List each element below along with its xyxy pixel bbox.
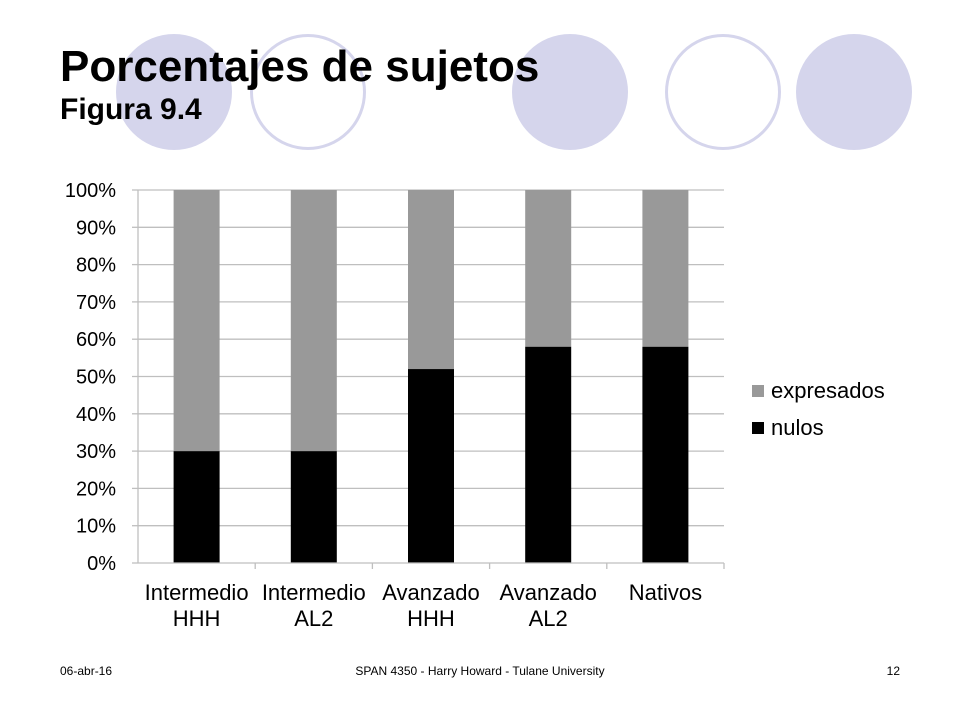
bar-segment-nulos [408,369,454,563]
y-tick-label: 70% [76,292,116,314]
title-block: Porcentajes de sujetos Figura 9.4 [60,42,539,128]
bar-segment-nulos [525,346,572,563]
x-tick-label: AL2 [529,606,568,631]
bar-segment-nulos [290,451,337,563]
y-tick-label: 100% [65,180,116,202]
axes [132,189,725,569]
bar-segment-nulos [642,346,689,563]
x-tick-label: Avanzado [382,580,479,605]
decor-circle [250,34,366,150]
legend-swatch-expresados [752,385,764,397]
x-tick-label: HHH [173,606,221,631]
decor-circle [796,34,912,150]
legend-label-expresados: expresados [771,378,885,403]
bar-segment-expresados [290,190,337,452]
footer-page-number: 12 [886,664,900,678]
footer-date: 06-abr-16 [60,664,113,678]
x-tick-label: Nativos [629,580,702,605]
y-tick-label: 40% [76,404,116,426]
bar-segment-expresados [525,190,572,347]
bar-segment-nulos [173,451,220,563]
y-tick-label: 0% [87,553,116,575]
bar-segment-expresados [408,190,454,370]
y-tick-label: 50% [76,367,116,389]
y-tick-label: 20% [76,478,116,500]
footer-course: SPAN 4350 - Harry Howard - Tulane Univer… [355,664,605,678]
y-tick-label: 80% [76,255,116,277]
x-tick-label: Intermedio [262,580,366,605]
y-tick-label: 30% [76,441,116,463]
slide-subtitle: Figura 9.4 [60,93,202,126]
bars [173,190,689,563]
bar-segment-expresados [173,190,220,452]
y-tick-label: 90% [76,217,116,239]
decor-circle [665,34,781,150]
legend: expresados nulos [752,378,885,440]
x-tick-label: Intermedio [145,580,249,605]
x-tick-label: Avanzado [499,580,596,605]
decor-circle [512,34,628,150]
legend-label-nulos: nulos [771,415,824,440]
x-tick-labels: IntermedioHHHIntermedioAL2AvanzadoHHHAva… [145,580,702,631]
y-tick-label: 10% [76,516,116,538]
decor-circle [116,34,232,150]
x-tick-label: HHH [407,606,455,631]
y-tick-labels: 0% 10% 20% 30% 40% 50% 60% 70% 80% 90% 100% [65,180,116,575]
slide-title: Porcentajes de sujetos [60,42,540,91]
x-tick-label: AL2 [294,606,333,631]
legend-swatch-nulos [752,422,764,434]
bar-segment-expresados [642,190,689,347]
y-tick-label: 60% [76,329,116,351]
